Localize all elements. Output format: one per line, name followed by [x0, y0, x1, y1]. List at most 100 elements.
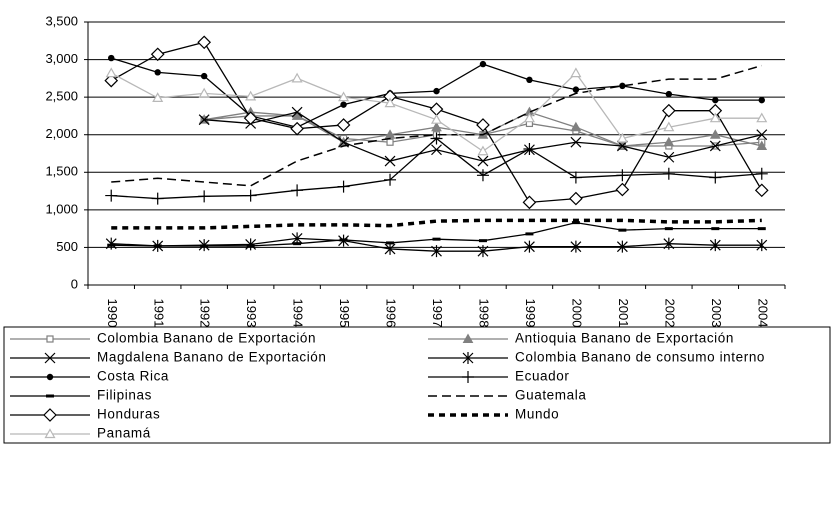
marker [570, 136, 582, 148]
x-tick-label: 1991 [151, 299, 166, 328]
marker [665, 90, 673, 98]
marker [433, 87, 440, 95]
marker [336, 118, 351, 132]
marker [709, 239, 721, 252]
marker [661, 103, 676, 118]
marker [198, 114, 210, 126]
legend-box [3, 326, 831, 444]
marker [152, 92, 164, 102]
marker [430, 132, 443, 145]
x-tick-label: 2001 [616, 299, 631, 328]
legend-label: Costa Rica [97, 369, 169, 384]
marker [709, 140, 721, 152]
marker [244, 189, 257, 202]
marker [709, 112, 721, 123]
marker [462, 371, 474, 383]
marker [476, 118, 490, 132]
x-tick-label: 1995 [337, 299, 352, 328]
marker [431, 245, 442, 258]
x-tick-label: 2002 [662, 299, 677, 328]
marker [523, 112, 535, 123]
marker [384, 242, 396, 255]
marker [105, 237, 117, 250]
marker [198, 87, 210, 98]
x-tick-label: 1994 [291, 299, 306, 328]
marker [572, 86, 580, 93]
legend-label: Colombia Banano de Exportación [97, 331, 316, 346]
marker [479, 60, 487, 68]
legend: Colombia Banano de Exportación Antioquia … [3, 326, 831, 444]
x-tick-label: 1992 [198, 299, 213, 328]
y-tick-label: 3,500 [45, 13, 78, 28]
marker [662, 167, 675, 180]
marker [108, 54, 115, 62]
marker [756, 112, 768, 123]
marker [105, 67, 117, 78]
legend-label: Magdalena Banano de Exportación [97, 350, 327, 365]
marker [430, 113, 443, 124]
marker [291, 110, 303, 120]
marker [477, 245, 489, 258]
x-tick-label: 2000 [569, 299, 584, 328]
marker [522, 195, 537, 210]
x-tick-label: 1997 [430, 299, 445, 328]
legend-label: Colombia Banano de consumo interno [515, 350, 765, 365]
legend-label: Guatemala [515, 388, 586, 403]
marker [291, 106, 303, 118]
marker [462, 352, 474, 364]
marker [570, 67, 582, 78]
marker [615, 182, 630, 197]
marker [429, 102, 444, 117]
marker [386, 138, 394, 146]
legend-label: Filipinas [97, 388, 152, 403]
marker [477, 155, 489, 167]
marker [43, 408, 57, 422]
x-tick-label: 1999 [523, 299, 538, 328]
marker [338, 91, 350, 102]
legend-label: Mundo [515, 407, 559, 422]
marker [104, 73, 119, 88]
series-line [111, 218, 762, 230]
x-tick-label: 1996 [384, 299, 399, 328]
marker [290, 121, 304, 136]
marker [758, 96, 765, 104]
x-tick-label: 1990 [105, 299, 120, 328]
x-tick-label: 2004 [755, 299, 770, 328]
marker [756, 129, 768, 141]
legend-label: Ecuador [515, 369, 569, 384]
marker [712, 96, 719, 104]
marker [663, 136, 675, 147]
marker [462, 333, 474, 343]
y-tick-label: 0 [71, 276, 78, 291]
x-tick-label: 1998 [477, 299, 492, 328]
marker [755, 167, 768, 180]
marker [44, 352, 56, 364]
marker [663, 237, 675, 250]
marker [663, 151, 675, 163]
marker [200, 72, 208, 80]
y-tick-label: 1,000 [45, 201, 78, 216]
marker [431, 144, 442, 156]
series-line [111, 221, 762, 247]
marker [570, 240, 582, 253]
marker [523, 142, 536, 155]
marker [616, 132, 628, 143]
marker [46, 335, 54, 343]
y-tick-label: 2,500 [45, 89, 78, 104]
marker [476, 169, 489, 182]
legend-label: Honduras [97, 407, 160, 422]
marker [477, 145, 489, 156]
marker [431, 121, 442, 132]
x-tick-label: 1993 [244, 299, 259, 328]
marker [616, 240, 628, 253]
marker [46, 373, 54, 381]
marker [337, 180, 350, 193]
marker [663, 121, 675, 132]
marker [44, 428, 56, 439]
legend-label: Panamá [97, 426, 151, 441]
marker [384, 155, 396, 167]
marker [569, 191, 583, 206]
series-line [111, 137, 762, 200]
marker [150, 47, 165, 62]
